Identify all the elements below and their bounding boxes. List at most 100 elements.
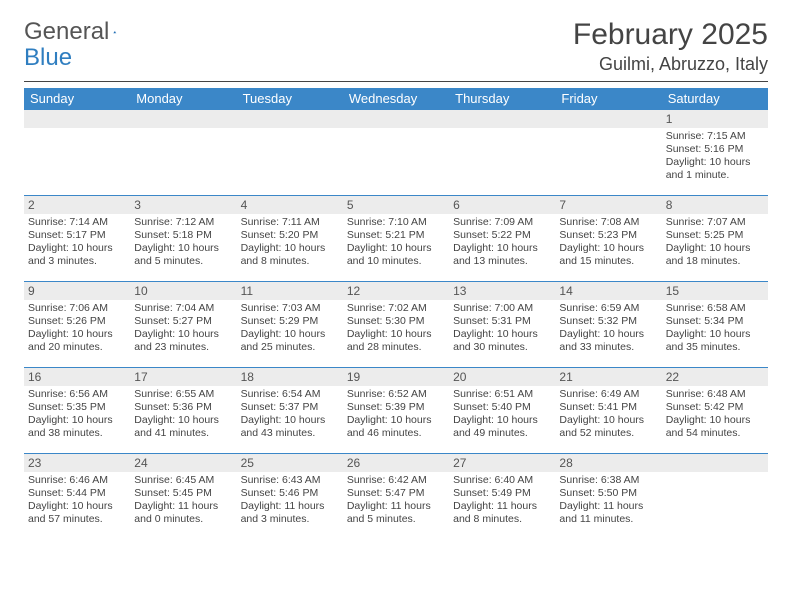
day-details: Sunrise: 7:11 AMSunset: 5:20 PMDaylight:…: [237, 214, 343, 271]
sunset-text: Sunset: 5:16 PM: [666, 143, 764, 156]
day-details: Sunrise: 7:09 AMSunset: 5:22 PMDaylight:…: [449, 214, 555, 271]
calendar-cell: [662, 454, 768, 540]
calendar-cell: 19Sunrise: 6:52 AMSunset: 5:39 PMDayligh…: [343, 368, 449, 454]
daylight-text: Daylight: 10 hours and 23 minutes.: [134, 328, 232, 354]
sunset-text: Sunset: 5:39 PM: [347, 401, 445, 414]
sunset-text: Sunset: 5:31 PM: [453, 315, 551, 328]
day-number: 11: [237, 282, 343, 300]
logo-text-1: General: [24, 18, 109, 46]
calendar-cell: [24, 110, 130, 196]
calendar-cell: 26Sunrise: 6:42 AMSunset: 5:47 PMDayligh…: [343, 454, 449, 540]
sunset-text: Sunset: 5:34 PM: [666, 315, 764, 328]
day-number: 12: [343, 282, 449, 300]
weekday-header: Monday: [130, 88, 236, 110]
daylight-text: Daylight: 10 hours and 46 minutes.: [347, 414, 445, 440]
day-details: Sunrise: 6:38 AMSunset: 5:50 PMDaylight:…: [555, 472, 661, 529]
sunset-text: Sunset: 5:20 PM: [241, 229, 339, 242]
calendar-cell: 11Sunrise: 7:03 AMSunset: 5:29 PMDayligh…: [237, 282, 343, 368]
weekday-header: Saturday: [662, 88, 768, 110]
daylight-text: Daylight: 10 hours and 38 minutes.: [28, 414, 126, 440]
day-details: Sunrise: 7:00 AMSunset: 5:31 PMDaylight:…: [449, 300, 555, 357]
sunset-text: Sunset: 5:17 PM: [28, 229, 126, 242]
calendar-cell: 24Sunrise: 6:45 AMSunset: 5:45 PMDayligh…: [130, 454, 236, 540]
day-details: Sunrise: 6:43 AMSunset: 5:46 PMDaylight:…: [237, 472, 343, 529]
calendar-cell: 10Sunrise: 7:04 AMSunset: 5:27 PMDayligh…: [130, 282, 236, 368]
daylight-text: Daylight: 11 hours and 3 minutes.: [241, 500, 339, 526]
sunrise-text: Sunrise: 6:59 AM: [559, 302, 657, 315]
calendar-cell: 21Sunrise: 6:49 AMSunset: 5:41 PMDayligh…: [555, 368, 661, 454]
daylight-text: Daylight: 11 hours and 11 minutes.: [559, 500, 657, 526]
day-number: 6: [449, 196, 555, 214]
daylight-text: Daylight: 10 hours and 15 minutes.: [559, 242, 657, 268]
day-number: 15: [662, 282, 768, 300]
sunset-text: Sunset: 5:46 PM: [241, 487, 339, 500]
daylight-text: Daylight: 10 hours and 10 minutes.: [347, 242, 445, 268]
day-number: 10: [130, 282, 236, 300]
sunset-text: Sunset: 5:29 PM: [241, 315, 339, 328]
calendar-cell: 17Sunrise: 6:55 AMSunset: 5:36 PMDayligh…: [130, 368, 236, 454]
sunrise-text: Sunrise: 6:55 AM: [134, 388, 232, 401]
calendar-cell: 2Sunrise: 7:14 AMSunset: 5:17 PMDaylight…: [24, 196, 130, 282]
sunrise-text: Sunrise: 6:52 AM: [347, 388, 445, 401]
calendar-cell: 27Sunrise: 6:40 AMSunset: 5:49 PMDayligh…: [449, 454, 555, 540]
day-number: 21: [555, 368, 661, 386]
sunset-text: Sunset: 5:32 PM: [559, 315, 657, 328]
sunrise-text: Sunrise: 7:06 AM: [28, 302, 126, 315]
sunrise-text: Sunrise: 6:45 AM: [134, 474, 232, 487]
calendar-week-row: 2Sunrise: 7:14 AMSunset: 5:17 PMDaylight…: [24, 196, 768, 282]
logo: General: [24, 18, 137, 46]
calendar-cell: 20Sunrise: 6:51 AMSunset: 5:40 PMDayligh…: [449, 368, 555, 454]
sunrise-text: Sunrise: 7:00 AM: [453, 302, 551, 315]
day-details: Sunrise: 6:40 AMSunset: 5:49 PMDaylight:…: [449, 472, 555, 529]
day-details: Sunrise: 7:12 AMSunset: 5:18 PMDaylight:…: [130, 214, 236, 271]
day-number: 25: [237, 454, 343, 472]
day-details: Sunrise: 6:48 AMSunset: 5:42 PMDaylight:…: [662, 386, 768, 443]
calendar-week-row: 16Sunrise: 6:56 AMSunset: 5:35 PMDayligh…: [24, 368, 768, 454]
day-details: Sunrise: 7:04 AMSunset: 5:27 PMDaylight:…: [130, 300, 236, 357]
day-number: [343, 110, 449, 128]
calendar-week-row: 1Sunrise: 7:15 AMSunset: 5:16 PMDaylight…: [24, 110, 768, 196]
daylight-text: Daylight: 10 hours and 25 minutes.: [241, 328, 339, 354]
day-number: [449, 110, 555, 128]
calendar-cell: 28Sunrise: 6:38 AMSunset: 5:50 PMDayligh…: [555, 454, 661, 540]
day-details: Sunrise: 6:58 AMSunset: 5:34 PMDaylight:…: [662, 300, 768, 357]
day-number: 4: [237, 196, 343, 214]
sunset-text: Sunset: 5:49 PM: [453, 487, 551, 500]
calendar-cell: 18Sunrise: 6:54 AMSunset: 5:37 PMDayligh…: [237, 368, 343, 454]
sunrise-text: Sunrise: 7:04 AM: [134, 302, 232, 315]
daylight-text: Daylight: 10 hours and 30 minutes.: [453, 328, 551, 354]
calendar-cell: 14Sunrise: 6:59 AMSunset: 5:32 PMDayligh…: [555, 282, 661, 368]
day-details: Sunrise: 7:10 AMSunset: 5:21 PMDaylight:…: [343, 214, 449, 271]
sunrise-text: Sunrise: 6:42 AM: [347, 474, 445, 487]
logo-text-2: Blue: [24, 44, 72, 72]
calendar-week-row: 9Sunrise: 7:06 AMSunset: 5:26 PMDaylight…: [24, 282, 768, 368]
sunset-text: Sunset: 5:45 PM: [134, 487, 232, 500]
daylight-text: Daylight: 10 hours and 8 minutes.: [241, 242, 339, 268]
daylight-text: Daylight: 11 hours and 8 minutes.: [453, 500, 551, 526]
sunset-text: Sunset: 5:27 PM: [134, 315, 232, 328]
calendar-cell: 6Sunrise: 7:09 AMSunset: 5:22 PMDaylight…: [449, 196, 555, 282]
sunset-text: Sunset: 5:47 PM: [347, 487, 445, 500]
sunset-text: Sunset: 5:50 PM: [559, 487, 657, 500]
sunset-text: Sunset: 5:21 PM: [347, 229, 445, 242]
calendar-cell: 4Sunrise: 7:11 AMSunset: 5:20 PMDaylight…: [237, 196, 343, 282]
day-details: Sunrise: 7:15 AMSunset: 5:16 PMDaylight:…: [662, 128, 768, 185]
daylight-text: Daylight: 10 hours and 35 minutes.: [666, 328, 764, 354]
day-details: Sunrise: 7:07 AMSunset: 5:25 PMDaylight:…: [662, 214, 768, 271]
sunrise-text: Sunrise: 6:40 AM: [453, 474, 551, 487]
day-number: 3: [130, 196, 236, 214]
calendar-week-row: 23Sunrise: 6:46 AMSunset: 5:44 PMDayligh…: [24, 454, 768, 540]
daylight-text: Daylight: 10 hours and 18 minutes.: [666, 242, 764, 268]
weekday-header: Thursday: [449, 88, 555, 110]
daylight-text: Daylight: 10 hours and 3 minutes.: [28, 242, 126, 268]
day-details: Sunrise: 6:54 AMSunset: 5:37 PMDaylight:…: [237, 386, 343, 443]
sunset-text: Sunset: 5:18 PM: [134, 229, 232, 242]
day-number: 27: [449, 454, 555, 472]
daylight-text: Daylight: 10 hours and 1 minute.: [666, 156, 764, 182]
sunset-text: Sunset: 5:40 PM: [453, 401, 551, 414]
sunset-text: Sunset: 5:23 PM: [559, 229, 657, 242]
sunrise-text: Sunrise: 6:48 AM: [666, 388, 764, 401]
calendar-cell: 1Sunrise: 7:15 AMSunset: 5:16 PMDaylight…: [662, 110, 768, 196]
calendar-table: Sunday Monday Tuesday Wednesday Thursday…: [24, 88, 768, 540]
daylight-text: Daylight: 11 hours and 5 minutes.: [347, 500, 445, 526]
